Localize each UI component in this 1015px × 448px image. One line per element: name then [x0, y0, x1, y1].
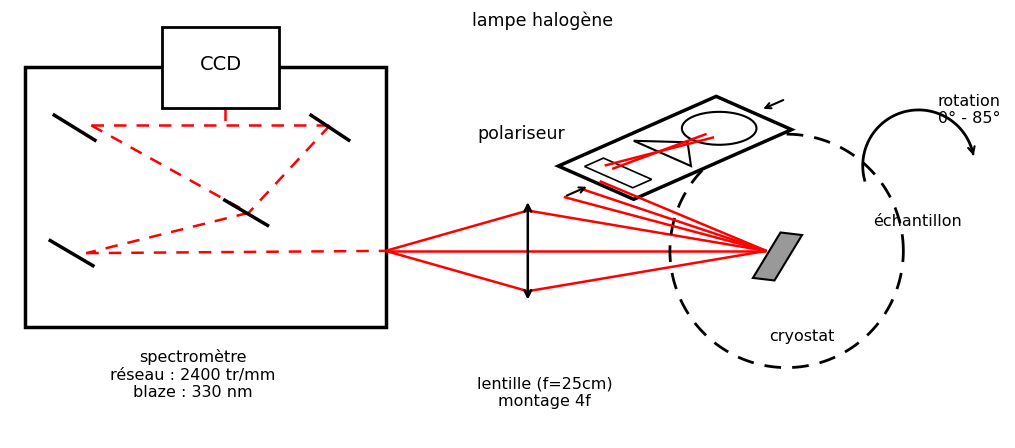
- Text: échantillon: échantillon: [873, 214, 961, 229]
- PathPatch shape: [682, 112, 756, 145]
- Bar: [558, 96, 792, 199]
- Bar: [753, 233, 802, 280]
- Text: CCD: CCD: [200, 56, 243, 74]
- Text: spectromètre
réseau : 2400 tr/mm
blaze : 330 nm: spectromètre réseau : 2400 tr/mm blaze :…: [111, 349, 275, 400]
- Bar: [25, 67, 386, 327]
- Text: lentille (f=25cm)
montage 4f: lentille (f=25cm) montage 4f: [477, 376, 613, 409]
- Text: cryostat: cryostat: [769, 329, 834, 344]
- Text: lampe halogène: lampe halogène: [472, 11, 614, 30]
- Bar: [585, 158, 652, 188]
- Text: rotation
0° - 85°: rotation 0° - 85°: [938, 94, 1001, 126]
- Bar: [162, 27, 279, 108]
- Text: polariseur: polariseur: [477, 125, 564, 143]
